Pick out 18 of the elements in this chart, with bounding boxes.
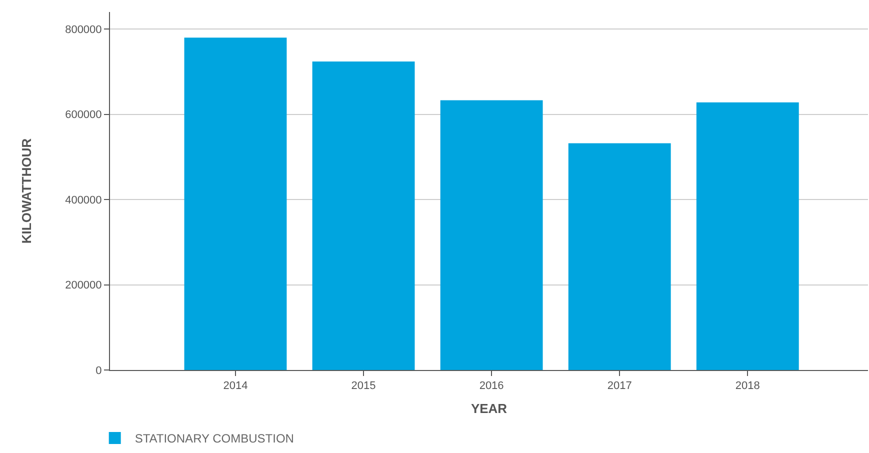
bar [440, 100, 543, 370]
x-tick-label: 2014 [223, 380, 248, 392]
legend-label: STATIONARY COMBUSTION [134, 432, 294, 446]
y-tick-label: 600000 [65, 109, 102, 122]
x-tick-label: 2017 [607, 380, 632, 392]
x-tick-label: 2016 [479, 380, 504, 392]
bar [696, 102, 799, 370]
y-tick-label: 0 [96, 364, 102, 377]
y-tick-label: 200000 [65, 280, 102, 292]
x-tick-label: 2015 [351, 380, 376, 392]
y-tick-label: 400000 [65, 194, 102, 206]
x-tick-label: 2018 [735, 380, 760, 392]
x-axis-title: YEAR [470, 400, 508, 416]
bar [568, 143, 671, 370]
bar [312, 61, 415, 370]
y-tick-label: 800000 [65, 24, 102, 36]
bar [184, 38, 287, 370]
y-axis-title: KILOWATTHOUR [19, 138, 34, 244]
